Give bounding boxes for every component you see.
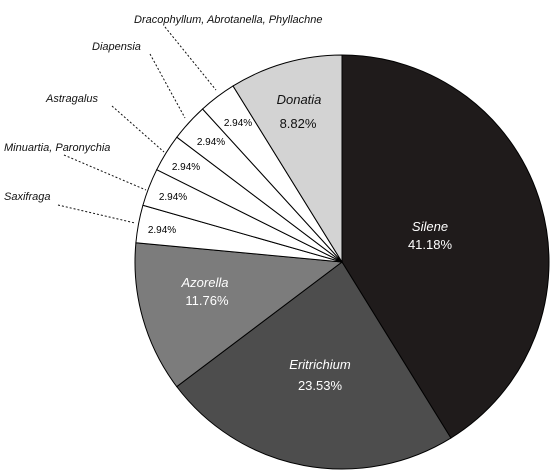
callout-label-saxifraga: Saxifraga [4, 191, 50, 203]
slice-label-silene: Silene [412, 219, 448, 234]
leader-line-minuartia-paronychia [63, 154, 147, 191]
slice-value-minuartia-paronychia: 2.94% [159, 192, 187, 203]
slice-value-donatia: 8.82% [280, 116, 317, 131]
slice-value-azorella: 11.76% [185, 293, 229, 308]
slice-value-silene: 41.18% [408, 237, 453, 252]
slice-value-eritrichium: 23.53% [298, 378, 343, 393]
pie-slice-donatia [232, 54, 343, 264]
callout-label-diapensia: Diapensia [92, 41, 141, 53]
pie-labels: Silene 41.18% Eritrichium 23.53% Azorella 11.… [4, 14, 452, 393]
callout-label-minuartia-paronychia: Minuartia, Paronychia [4, 142, 110, 154]
leader-line-astragalus [111, 105, 165, 153]
callout-label-dracophyllum-abrotanella-phyllachne: Dracophyllum, Abrotanella, Phyllachne [134, 14, 323, 26]
slice-value-saxifraga: 2.94% [148, 225, 176, 236]
slice-value-dracophyllum-abrotanella-phyllachne: 2.94% [224, 118, 252, 129]
slice-value-diapensia: 2.94% [197, 137, 225, 148]
callout-leaders [57, 26, 217, 224]
callout-label-astragalus: Astragalus [45, 93, 98, 105]
pie-slice-azorella [134, 242, 344, 388]
leader-line-saxifraga [57, 204, 136, 224]
leader-line-diapensia [149, 53, 186, 119]
slice-label-azorella: Azorella [181, 275, 229, 290]
slice-label-donatia: Donatia [277, 92, 322, 107]
pie-slices [134, 54, 550, 470]
leader-line-dracophyllum-abrotanella-phyllachne [164, 26, 217, 91]
slice-label-eritrichium: Eritrichium [289, 357, 351, 372]
pie-slice-silene [341, 54, 550, 439]
pie-slice-eritrichium [176, 261, 452, 470]
slice-value-astragalus: 2.94% [172, 162, 200, 173]
